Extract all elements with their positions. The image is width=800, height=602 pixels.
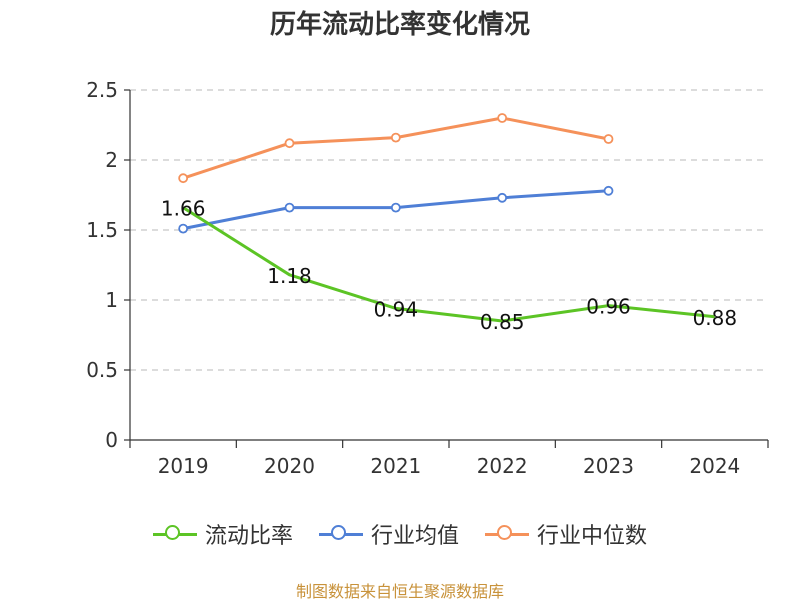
legend-label: 行业均值 xyxy=(370,524,459,549)
series-line xyxy=(182,116,609,180)
data-point xyxy=(178,173,189,184)
source-note: 制图数据来自恒生聚源数据库 xyxy=(295,582,504,601)
y-tick-label: 0.5 xyxy=(86,358,118,382)
chart-title: 历年流动比率变化情况 xyxy=(269,10,530,40)
y-tick-label: 2.5 xyxy=(86,78,118,102)
data-point xyxy=(497,192,508,203)
data-label: 0.94 xyxy=(374,297,419,321)
legend-item-current-ratio[interactable]: 流动比率 xyxy=(152,518,293,550)
data-label: 0.96 xyxy=(586,295,631,319)
x-tick-label: 2023 xyxy=(583,454,634,478)
x-tick-label: 2021 xyxy=(370,454,421,478)
y-tick-label: 2 xyxy=(105,148,118,172)
data-point xyxy=(284,138,295,149)
legend-item-industry-mean[interactable]: 行业均值 xyxy=(318,518,459,550)
y-tick-label: 1.5 xyxy=(86,218,118,242)
data-point xyxy=(603,185,614,196)
data-point xyxy=(603,134,614,144)
y-tick-label: 0 xyxy=(105,428,118,452)
legend-label: 流动比率 xyxy=(204,524,293,549)
data-point xyxy=(390,132,401,143)
x-tick-label: 2024 xyxy=(689,454,740,478)
legend-marker-icon xyxy=(485,524,529,544)
legend-marker-icon xyxy=(318,524,363,544)
data-label: 1.66 xyxy=(161,197,206,221)
data-label: 0.88 xyxy=(693,306,738,330)
legend-label: 行业中位数 xyxy=(537,524,648,549)
series-line xyxy=(182,206,715,323)
data-point xyxy=(178,223,189,234)
x-tick-label: 2019 xyxy=(158,454,209,478)
legend-item-industry-median[interactable]: 行业中位数 xyxy=(485,518,647,550)
x-tick-label: 2020 xyxy=(264,454,315,478)
data-point xyxy=(390,202,401,213)
legend-marker-icon xyxy=(152,524,197,544)
data-label: 1.18 xyxy=(267,264,312,288)
x-tick-label: 2022 xyxy=(477,454,528,478)
data-point xyxy=(284,202,295,213)
legend: 流动比率 行业均值 行业中位数 xyxy=(0,518,800,550)
data-label: 0.85 xyxy=(480,310,525,334)
y-tick-label: 1 xyxy=(105,288,118,312)
data-point xyxy=(497,113,508,123)
